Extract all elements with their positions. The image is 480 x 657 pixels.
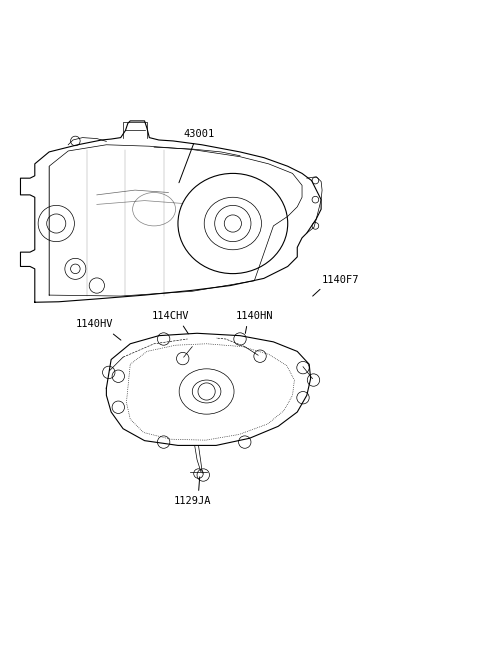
Text: 1140HN: 1140HN [236, 311, 273, 321]
Text: 1129JA: 1129JA [174, 497, 211, 507]
Text: 1140F7: 1140F7 [322, 275, 360, 284]
Text: 43001: 43001 [184, 129, 215, 139]
Text: 114CHV: 114CHV [152, 311, 190, 321]
Text: 1140HV: 1140HV [76, 319, 113, 329]
